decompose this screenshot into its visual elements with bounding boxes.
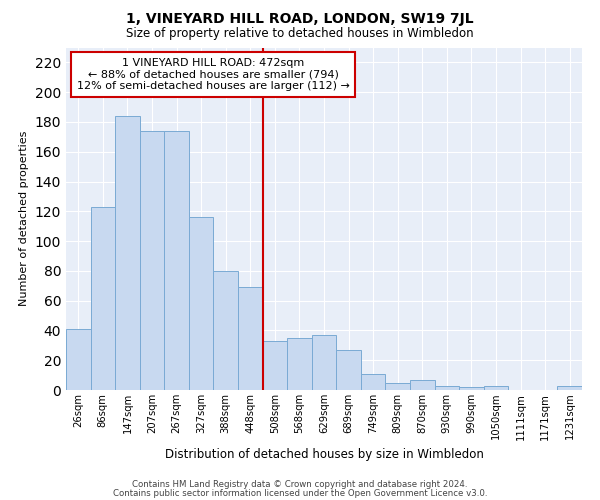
Text: Contains HM Land Registry data © Crown copyright and database right 2024.: Contains HM Land Registry data © Crown c…	[132, 480, 468, 489]
Bar	[214, 271, 238, 390]
Bar	[189, 218, 214, 390]
Bar	[385, 382, 410, 390]
Bar	[164, 131, 189, 390]
Bar	[66, 329, 91, 390]
Bar	[140, 131, 164, 390]
Bar	[434, 386, 459, 390]
Bar	[115, 116, 140, 390]
Bar	[91, 207, 115, 390]
Bar	[336, 350, 361, 390]
Bar	[557, 386, 582, 390]
X-axis label: Distribution of detached houses by size in Wimbledon: Distribution of detached houses by size …	[164, 448, 484, 461]
Bar	[410, 380, 434, 390]
Bar	[287, 338, 312, 390]
Text: 1 VINEYARD HILL ROAD: 472sqm
← 88% of detached houses are smaller (794)
12% of s: 1 VINEYARD HILL ROAD: 472sqm ← 88% of de…	[77, 58, 349, 91]
Bar	[484, 386, 508, 390]
Text: Contains public sector information licensed under the Open Government Licence v3: Contains public sector information licen…	[113, 488, 487, 498]
Text: 1, VINEYARD HILL ROAD, LONDON, SW19 7JL: 1, VINEYARD HILL ROAD, LONDON, SW19 7JL	[126, 12, 474, 26]
Y-axis label: Number of detached properties: Number of detached properties	[19, 131, 29, 306]
Bar	[312, 335, 336, 390]
Bar	[361, 374, 385, 390]
Bar	[238, 287, 263, 390]
Bar	[263, 341, 287, 390]
Text: Size of property relative to detached houses in Wimbledon: Size of property relative to detached ho…	[126, 28, 474, 40]
Bar	[459, 387, 484, 390]
